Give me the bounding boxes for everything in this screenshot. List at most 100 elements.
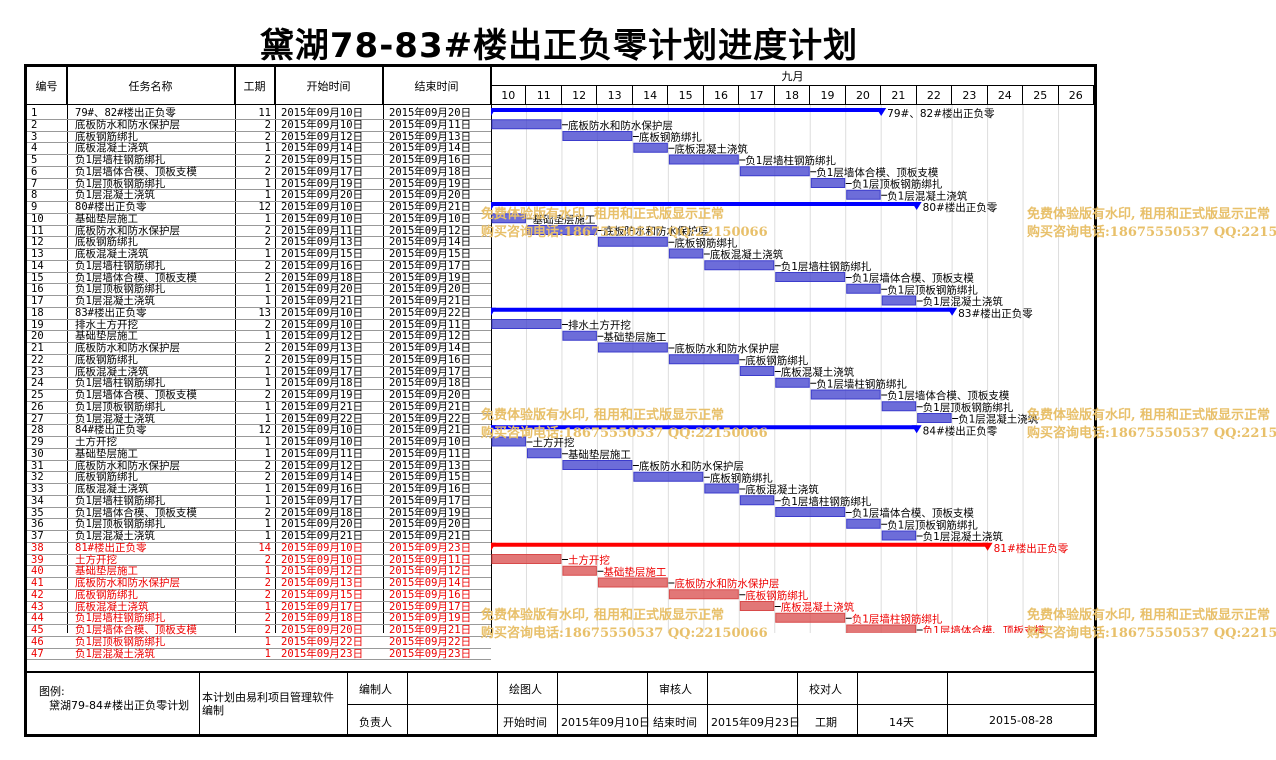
row-divider [27,588,491,590]
task-name: 底板钢筋绑扎 [75,471,138,484]
task-duration: 12 [258,201,271,213]
task-bar-label: 底板混凝土浇筑 [674,142,748,155]
summary-bar [491,307,953,312]
day-header: 22 [917,86,953,104]
task-start: 2015年09月15日 [281,248,364,260]
task-duration: 1 [264,412,271,425]
task-duration: 2 [264,588,271,601]
header-month: 九月 [491,67,1094,86]
task-duration: 1 [264,635,271,648]
task-bar-label: 负1层顶板钢筋绑扎 [852,178,943,191]
task-bar-label: 负1层混凝土浇筑 [923,530,1004,543]
task-id: 36 [31,518,44,531]
task-name: 底板防水和防水保护层 [75,342,180,354]
duration-label: 工期 [815,716,837,729]
task-bar-label: 负1层墙柱钢筋绑扎 [852,612,943,625]
task-duration: 2 [264,471,271,484]
task-name: 负1层顶板钢筋绑扎 [75,400,166,413]
day-header: 18 [775,86,811,104]
day-header: 11 [526,86,562,104]
task-bar-label: 土方开挖 [568,554,610,567]
watermark-text: 购买咨询电话:18675550537 QQ:22150066 [481,225,768,240]
row-divider [27,471,491,473]
task-start: 2015年09月21日 [281,400,364,413]
task-name: 底板钢筋绑扎 [75,588,138,601]
task-duration: 1 [264,212,271,225]
page-title: 黛湖78-83#楼出正负零计划进度计划 [259,26,859,66]
task-id: 41 [31,577,44,589]
row-divider [27,248,491,249]
task-start: 2015年09月22日 [281,635,364,648]
task-end: 2015年09月14日 [389,577,472,589]
task-bar-label: 底板钢筋绑扎 [639,131,702,144]
task-name: 负1层墙体合模、顶板支模 [75,506,197,519]
task-duration: 2 [264,318,271,331]
task-bar [775,507,846,517]
task-duration: 1 [264,483,271,495]
watermark-text: 购买咨询电话:18675550537 QQ:22150066 [481,426,768,441]
task-start: 2015年09月21日 [281,530,364,542]
task-id: 26 [31,400,44,413]
task-id: 19 [31,318,44,331]
summary-marker [491,202,496,210]
row-divider [27,330,491,332]
task-start: 2015年09月17日 [281,165,364,178]
task-id: 9 [31,201,38,213]
row-divider [27,295,491,296]
task-bar-label: 基础垫层施工 [532,213,595,226]
task-start: 2015年09月15日 [281,588,364,601]
task-end: 2015年09月16日 [389,154,472,166]
task-id: 8 [31,189,38,202]
task-bar [668,589,739,600]
task-name: 基础垫层施工 [75,565,138,578]
reviewer-label: 审核人 [659,683,692,696]
row-divider [27,189,491,191]
task-duration: 1 [264,142,271,155]
task-start: 2015年09月10日 [281,306,364,319]
row-divider [27,518,491,520]
task-end: 2015年09月21日 [389,530,472,542]
task-duration: 2 [264,624,271,636]
task-duration: 12 [258,424,271,437]
task-id: 45 [31,624,44,636]
task-bar [917,413,952,423]
task-start: 2015年09月23日 [281,647,364,660]
task-bar [491,319,562,329]
task-id: 20 [31,330,44,343]
row-divider [27,647,491,649]
row-divider [27,377,491,379]
task-duration: 2 [264,577,271,589]
task-bar-label: 负1层顶板钢筋绑扎 [887,518,978,531]
task-id: 33 [31,483,44,495]
task-start: 2015年09月18日 [281,271,364,284]
task-duration: 1 [264,494,271,507]
task-name: 负1层顶板钢筋绑扎 [75,283,166,296]
end-value: 2015年09月23日 [711,716,800,729]
task-duration: 1 [264,565,271,578]
task-start: 2015年09月13日 [281,236,364,249]
task-end: 2015年09月14日 [389,236,472,249]
task-bar-label: 负1层顶板钢筋绑扎 [887,283,978,296]
task-name: 负1层顶板钢筋绑扎 [75,177,166,190]
row-divider [27,424,491,426]
day-header: 21 [881,86,917,104]
watermark-text: 免费体验版有水印, 租用和正式版显示正常 [481,408,725,423]
task-start: 2015年09月21日 [281,295,364,307]
task-bar-label: 基础垫层施工 [603,565,666,578]
task-bar [775,377,810,388]
task-name: 负1层墙柱钢筋绑扎 [75,377,166,390]
row-divider [27,541,491,543]
task-start: 2015年09月15日 [281,353,364,366]
task-bar [810,178,846,188]
task-duration: 2 [264,165,271,178]
task-id: 5 [31,154,38,166]
task-name: 土方开挖 [75,553,117,566]
task-id: 37 [31,530,44,542]
task-id: 17 [31,295,44,307]
row-divider [27,412,491,414]
task-start: 2015年09月20日 [281,624,364,636]
task-bar [491,436,526,447]
task-id: 42 [31,588,44,601]
task-bar [810,389,881,400]
task-start: 2015年09月10日 [281,201,364,213]
